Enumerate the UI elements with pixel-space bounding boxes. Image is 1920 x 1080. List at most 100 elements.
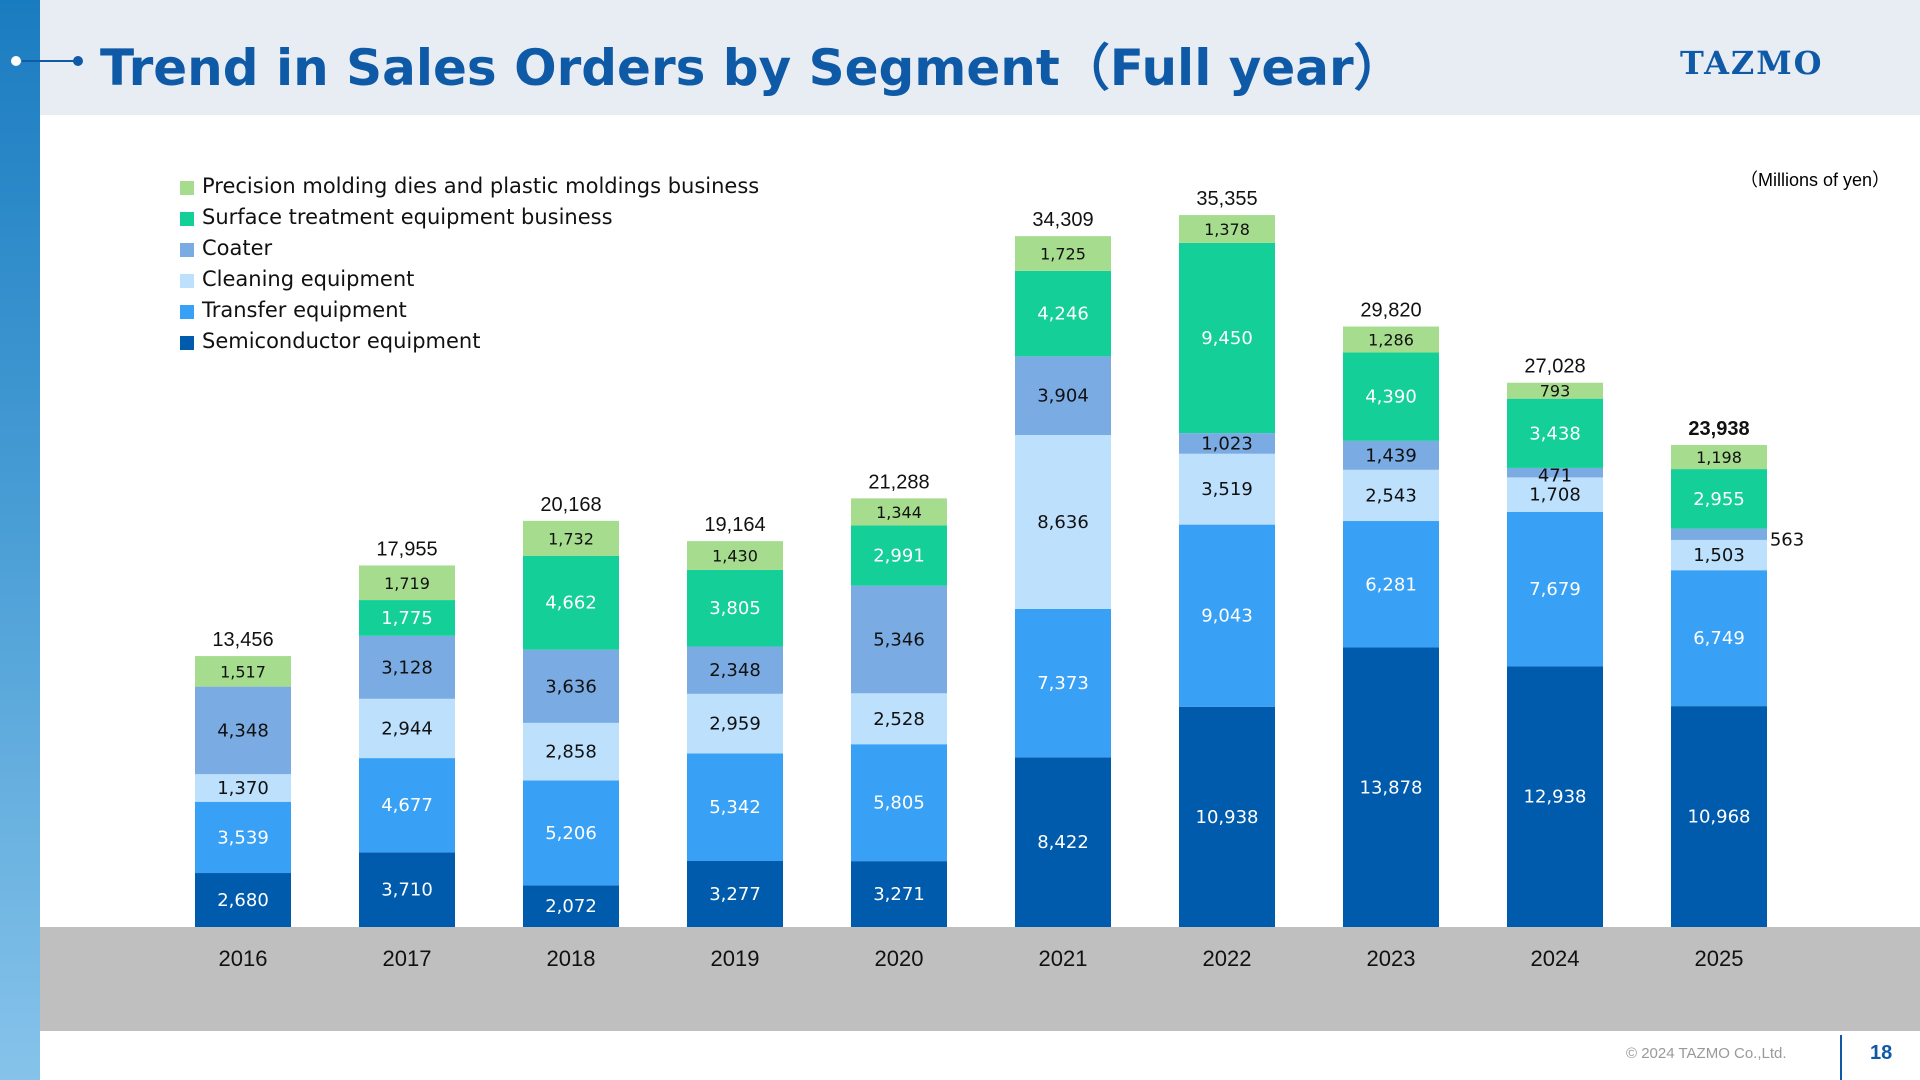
value-label-surface-2019: 3,805 bbox=[709, 598, 761, 619]
legend-label-surface: Surface treatment equipment business bbox=[202, 204, 613, 229]
x-tick-label-2020: 2020 bbox=[875, 946, 924, 971]
total-label-2025: 23,938 bbox=[1688, 418, 1749, 440]
legend-item-precision: Precision molding dies and plastic moldi… bbox=[180, 170, 759, 201]
value-label-cleaning-2025: 1,503 bbox=[1693, 545, 1745, 566]
bar-cleaning-2017 bbox=[359, 698, 455, 759]
value-label-precision-2024: 793 bbox=[1540, 382, 1571, 401]
legend-label-transfer: Transfer equipment bbox=[202, 297, 407, 322]
total-label-2016: 13,456 bbox=[212, 629, 273, 651]
legend-swatch-cleaning bbox=[180, 273, 194, 288]
value-label-cleaning-2018: 2,858 bbox=[545, 742, 597, 763]
value-label-cleaning-2022: 3,519 bbox=[1201, 479, 1253, 500]
value-label-coater-2019: 2,348 bbox=[709, 660, 761, 681]
bar-coater-2017 bbox=[359, 635, 455, 699]
x-tick-label-2019: 2019 bbox=[711, 946, 760, 971]
value-label-precision-2020: 1,344 bbox=[876, 503, 922, 522]
x-tick-label-2022: 2022 bbox=[1203, 946, 1252, 971]
legend-item-semiconductor: Semiconductor equipment bbox=[180, 325, 759, 356]
legend-label-coater: Coater bbox=[202, 235, 273, 260]
bar-surface-2021 bbox=[1015, 270, 1111, 357]
value-label-semiconductor-2022: 10,938 bbox=[1196, 807, 1259, 828]
total-label-2019: 19,164 bbox=[704, 514, 765, 536]
bar-transfer-2019 bbox=[687, 753, 783, 862]
page-number-divider bbox=[1840, 1035, 1842, 1080]
value-label-coater-2023: 1,439 bbox=[1365, 445, 1417, 466]
bar-semiconductor-2017 bbox=[359, 852, 455, 927]
value-label-transfer-2017: 4,677 bbox=[381, 795, 433, 816]
total-label-2024: 27,028 bbox=[1524, 356, 1585, 378]
total-label-2021: 34,309 bbox=[1032, 209, 1093, 231]
x-tick-label-2021: 2021 bbox=[1039, 946, 1088, 971]
page-title: Trend in Sales Orders by Segment（Full ye… bbox=[100, 39, 1404, 97]
bar-semiconductor-2023 bbox=[1343, 647, 1439, 927]
value-label-precision-2016: 1,517 bbox=[220, 662, 266, 681]
legend-label-cleaning: Cleaning equipment bbox=[202, 266, 415, 291]
value-label-semiconductor-2023: 13,878 bbox=[1360, 777, 1423, 798]
bar-transfer-2016 bbox=[195, 801, 291, 874]
legend: Precision molding dies and plastic moldi… bbox=[180, 170, 759, 356]
bar-transfer-2021 bbox=[1015, 608, 1111, 758]
bar-precision-2018 bbox=[523, 520, 619, 556]
bar-transfer-2022 bbox=[1179, 524, 1275, 707]
legend-item-cleaning: Cleaning equipment bbox=[180, 263, 759, 294]
legend-item-coater: Coater bbox=[180, 232, 759, 263]
bar-surface-2022 bbox=[1179, 242, 1275, 434]
bar-precision-2022 bbox=[1179, 215, 1275, 243]
x-tick-label-2023: 2023 bbox=[1367, 946, 1416, 971]
bar-cleaning-2022 bbox=[1179, 453, 1275, 525]
value-label-cleaning-2023: 2,543 bbox=[1365, 485, 1417, 506]
value-label-precision-2019: 1,430 bbox=[712, 547, 758, 566]
bar-precision-2017 bbox=[359, 565, 455, 601]
value-label-semiconductor-2025: 10,968 bbox=[1688, 807, 1751, 828]
value-label-coater-2021: 3,904 bbox=[1037, 386, 1089, 407]
bar-precision-2021 bbox=[1015, 236, 1111, 271]
value-label-transfer-2019: 5,342 bbox=[709, 797, 761, 818]
value-label-semiconductor-2017: 3,710 bbox=[381, 880, 433, 901]
bar-coater-2022 bbox=[1179, 433, 1275, 454]
bar-transfer-2025 bbox=[1671, 570, 1767, 707]
bar-surface-2023 bbox=[1343, 352, 1439, 441]
value-label-semiconductor-2019: 3,277 bbox=[709, 884, 761, 905]
bar-cleaning-2018 bbox=[523, 722, 619, 781]
copyright-text: © 2024 TAZMO Co.,Ltd. bbox=[1626, 1045, 1787, 1062]
value-label-surface-2023: 4,390 bbox=[1365, 387, 1417, 408]
bar-semiconductor-2025 bbox=[1671, 706, 1767, 927]
bar-transfer-2024 bbox=[1507, 511, 1603, 667]
value-label-coater-2024: 471 bbox=[1538, 465, 1572, 486]
bar-semiconductor-2021 bbox=[1015, 757, 1111, 927]
x-tick-label-2017: 2017 bbox=[383, 946, 432, 971]
value-label-cleaning-2024: 1,708 bbox=[1529, 485, 1581, 506]
legend-label-precision: Precision molding dies and plastic moldi… bbox=[202, 173, 760, 198]
bar-surface-2017 bbox=[359, 600, 455, 636]
bar-transfer-2017 bbox=[359, 758, 455, 853]
value-label-transfer-2022: 9,043 bbox=[1201, 606, 1253, 627]
total-label-2023: 29,820 bbox=[1360, 300, 1421, 322]
value-label-semiconductor-2018: 2,072 bbox=[545, 896, 597, 917]
bar-coater-2024 bbox=[1507, 467, 1603, 478]
value-label-cleaning-2019: 2,959 bbox=[709, 714, 761, 735]
bar-precision-2025 bbox=[1671, 444, 1767, 470]
total-label-2022: 35,355 bbox=[1196, 188, 1257, 210]
value-label-surface-2025: 2,955 bbox=[1693, 489, 1745, 510]
bar-surface-2020 bbox=[851, 525, 947, 586]
bar-semiconductor-2018 bbox=[523, 885, 619, 927]
legend-swatch-semiconductor bbox=[180, 335, 194, 350]
value-label-surface-2021: 4,246 bbox=[1037, 304, 1089, 325]
bar-semiconductor-2024 bbox=[1507, 666, 1603, 927]
bar-semiconductor-2019 bbox=[687, 861, 783, 927]
bar-cleaning-2019 bbox=[687, 693, 783, 754]
title-bullet-icon bbox=[11, 56, 83, 66]
value-label-precision-2022: 1,378 bbox=[1204, 220, 1250, 239]
axis-band bbox=[40, 927, 1920, 1031]
bar-cleaning-2024 bbox=[1507, 477, 1603, 512]
legend-item-transfer: Transfer equipment bbox=[180, 294, 759, 325]
value-label-semiconductor-2024: 12,938 bbox=[1524, 787, 1587, 808]
bar-coater-2016 bbox=[195, 686, 291, 775]
value-label-surface-2018: 4,662 bbox=[545, 593, 597, 614]
bar-coater-2019 bbox=[687, 646, 783, 694]
value-label-surface-2024: 3,438 bbox=[1529, 423, 1581, 444]
value-label-transfer-2021: 7,373 bbox=[1037, 673, 1089, 694]
value-label-coater-2016: 4,348 bbox=[217, 720, 269, 741]
bar-cleaning-2021 bbox=[1015, 434, 1111, 609]
